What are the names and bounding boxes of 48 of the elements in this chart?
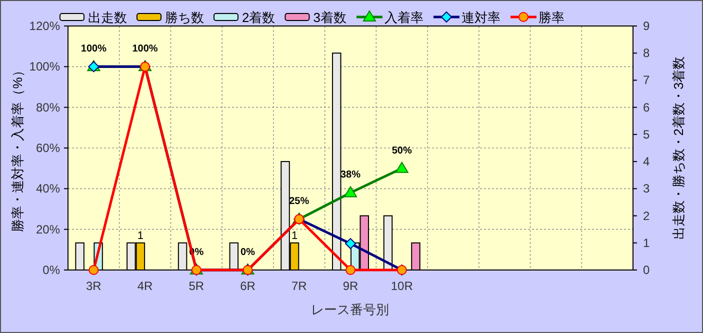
legend-label: 勝率 xyxy=(538,10,564,25)
bar xyxy=(229,242,239,270)
legend-label: 2着数 xyxy=(242,10,276,25)
y-tick-label: 20% xyxy=(36,222,60,236)
x-axis-title: レース番号別 xyxy=(311,302,389,317)
y2-tick-label: 5 xyxy=(643,127,650,142)
y2-tick-label: 4 xyxy=(643,154,650,169)
data-label: 38% xyxy=(340,170,361,181)
point xyxy=(344,186,357,198)
data-label: 0% xyxy=(240,247,256,258)
x-tick-label: 3R xyxy=(86,279,102,293)
y-tick-label: 120% xyxy=(29,19,60,33)
x-tick-label: 5R xyxy=(188,279,204,293)
legend-label: 3着数 xyxy=(313,10,346,25)
x-tick-label: 10R xyxy=(390,279,414,293)
y-tick-label: 60% xyxy=(36,141,60,155)
point xyxy=(395,162,408,173)
x-tick-label: 4R xyxy=(137,279,154,293)
point xyxy=(88,265,99,275)
y2-tick-label: 2 xyxy=(643,208,650,223)
data-label: 100% xyxy=(80,44,107,55)
point xyxy=(346,265,356,275)
y2-tick-label: 1 xyxy=(643,236,650,250)
data-label: 1 xyxy=(137,230,144,242)
bar xyxy=(383,215,393,270)
x-tick-label: 7R xyxy=(291,279,308,293)
x-tick-label: 9R xyxy=(342,279,358,293)
legend-label: 勝ち数 xyxy=(165,10,204,25)
data-label: 1 xyxy=(291,230,298,242)
y2-tick-label: 6 xyxy=(643,100,650,114)
legend-label: 入着率 xyxy=(384,10,424,25)
y-tick-label: 80% xyxy=(36,100,60,114)
y-tick-label: 0% xyxy=(42,263,60,277)
y-axis-title: 勝率・連対率・入着率（%） xyxy=(10,64,25,232)
legend-label: 出走数 xyxy=(88,10,127,25)
y2-tick-label: 8 xyxy=(643,46,650,60)
y2-tick-label: 9 xyxy=(643,19,650,33)
point xyxy=(345,238,356,250)
y-tick-label: 40% xyxy=(36,182,60,196)
legend-label: 連対率 xyxy=(461,10,500,25)
y2-tick-label: 7 xyxy=(643,73,650,88)
y2-axis-title: 出走数・勝ち数・2着数・3着数 xyxy=(671,56,686,240)
data-label: 100% xyxy=(132,44,158,55)
data-label: 50% xyxy=(392,145,412,156)
y2-tick-label: 0 xyxy=(643,263,650,277)
y-tick-label: 100% xyxy=(29,60,60,74)
y2-tick-label: 3 xyxy=(643,182,650,196)
x-tick-label: 6R xyxy=(240,279,256,293)
